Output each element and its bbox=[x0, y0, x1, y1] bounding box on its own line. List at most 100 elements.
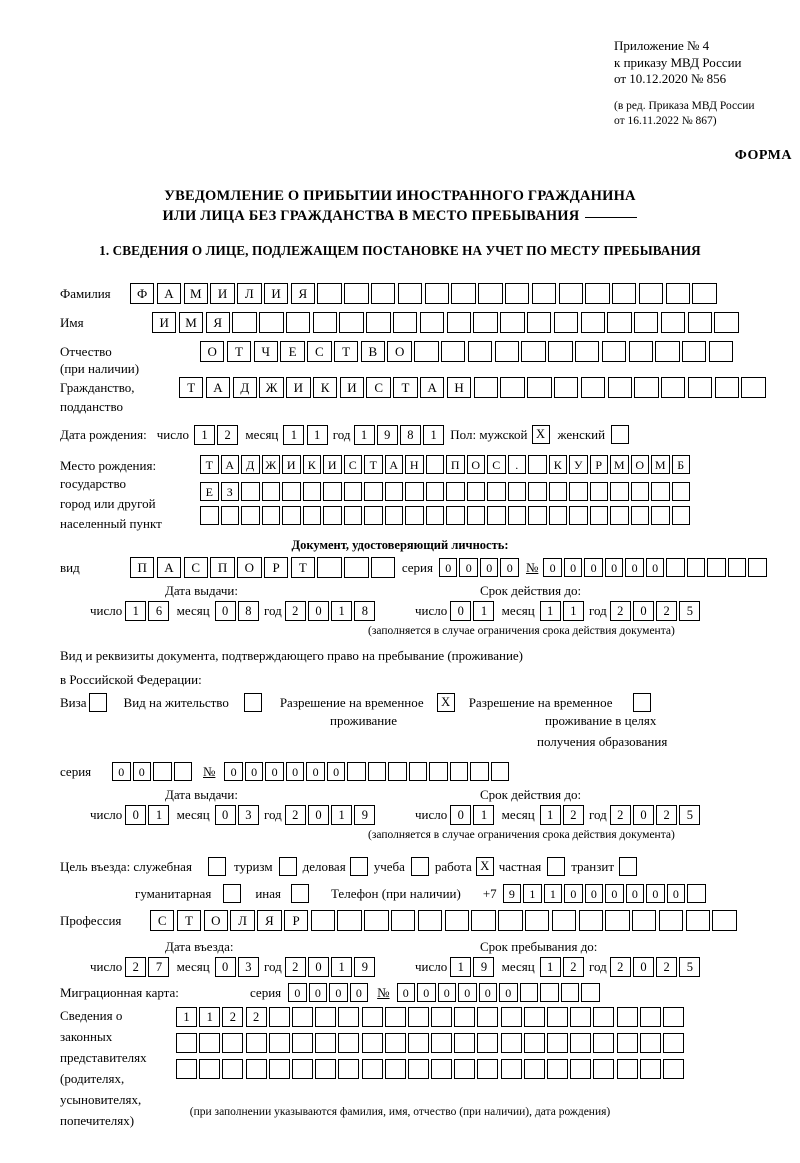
char-cell[interactable] bbox=[153, 762, 172, 781]
char-cell[interactable] bbox=[446, 482, 465, 501]
char-cell[interactable]: А bbox=[156, 283, 182, 304]
char-cell[interactable]: К bbox=[548, 455, 567, 474]
char-cell[interactable] bbox=[338, 1033, 360, 1053]
char-cell[interactable]: 2 bbox=[222, 1007, 244, 1027]
char-cell[interactable] bbox=[528, 482, 547, 501]
char-cell[interactable]: 0 bbox=[288, 983, 307, 1002]
purpose-tourism-checkbox[interactable] bbox=[278, 857, 297, 876]
char-cell[interactable]: 1 bbox=[539, 601, 561, 621]
sex-female-checkbox[interactable] bbox=[611, 425, 630, 445]
char-cell[interactable]: 0 bbox=[543, 558, 562, 577]
char-cell[interactable]: И bbox=[152, 312, 177, 333]
char-cell[interactable] bbox=[344, 283, 369, 304]
char-cell[interactable] bbox=[291, 1059, 313, 1079]
char-cell[interactable]: 5 bbox=[679, 957, 701, 977]
char-cell[interactable] bbox=[245, 1033, 267, 1053]
char-cell[interactable] bbox=[607, 312, 632, 333]
char-cell[interactable]: 0 bbox=[396, 983, 416, 1002]
char-cell[interactable] bbox=[470, 762, 489, 781]
char-cell[interactable]: 0 bbox=[307, 957, 329, 977]
residence-permit-checkbox[interactable] bbox=[243, 693, 262, 712]
char-cell[interactable] bbox=[323, 482, 342, 501]
char-cell[interactable] bbox=[607, 377, 632, 398]
char-cell[interactable] bbox=[687, 312, 713, 333]
char-cell[interactable]: Т bbox=[226, 341, 252, 362]
char-cell[interactable]: 0 bbox=[450, 601, 472, 621]
char-cell[interactable] bbox=[671, 506, 690, 525]
char-cell[interactable]: 2 bbox=[562, 957, 584, 977]
char-cell[interactable]: 1 bbox=[473, 601, 495, 621]
char-cell[interactable]: 0 bbox=[125, 805, 147, 825]
char-cell[interactable] bbox=[547, 1033, 568, 1053]
char-cell[interactable] bbox=[478, 283, 503, 304]
char-cell[interactable]: 1 bbox=[331, 805, 353, 825]
char-cell[interactable]: Н bbox=[405, 455, 424, 474]
char-cell[interactable] bbox=[581, 983, 600, 1002]
char-cell[interactable]: С bbox=[183, 557, 208, 578]
char-cell[interactable] bbox=[384, 506, 403, 525]
char-cell[interactable] bbox=[268, 1059, 290, 1079]
visa-checkbox[interactable] bbox=[88, 693, 107, 712]
char-cell[interactable]: Д bbox=[232, 377, 257, 398]
char-cell[interactable] bbox=[261, 506, 280, 525]
char-cell[interactable]: Т bbox=[333, 341, 359, 362]
char-cell[interactable]: С bbox=[487, 455, 506, 474]
char-cell[interactable] bbox=[282, 506, 301, 525]
char-cell[interactable] bbox=[473, 312, 498, 333]
char-cell[interactable]: 0 bbox=[458, 983, 477, 1002]
char-cell[interactable] bbox=[487, 482, 506, 501]
char-cell[interactable] bbox=[371, 283, 396, 304]
char-cell[interactable]: 7 bbox=[148, 957, 170, 977]
char-cell[interactable]: 0 bbox=[224, 762, 243, 781]
char-cell[interactable] bbox=[407, 1059, 429, 1079]
char-cell[interactable]: Р bbox=[589, 455, 608, 474]
char-cell[interactable]: 0 bbox=[214, 601, 236, 621]
char-cell[interactable] bbox=[494, 341, 519, 362]
char-cell[interactable] bbox=[639, 1059, 661, 1079]
char-cell[interactable]: 8 bbox=[237, 601, 259, 621]
char-cell[interactable]: Л bbox=[237, 283, 262, 304]
char-cell[interactable] bbox=[548, 341, 573, 362]
char-cell[interactable] bbox=[451, 283, 476, 304]
char-cell[interactable] bbox=[441, 341, 466, 362]
purpose-work-checkbox[interactable]: X bbox=[475, 857, 494, 876]
char-cell[interactable]: А bbox=[420, 377, 445, 398]
char-cell[interactable]: 0 bbox=[666, 884, 686, 903]
char-cell[interactable]: 0 bbox=[214, 805, 236, 825]
char-cell[interactable]: . bbox=[507, 455, 526, 474]
char-cell[interactable] bbox=[521, 341, 546, 362]
char-cell[interactable] bbox=[504, 283, 530, 304]
char-cell[interactable]: 1 bbox=[423, 425, 445, 445]
char-cell[interactable] bbox=[388, 762, 407, 781]
char-cell[interactable] bbox=[449, 762, 469, 781]
char-cell[interactable]: 0 bbox=[265, 762, 284, 781]
char-cell[interactable]: 0 bbox=[625, 558, 644, 577]
char-cell[interactable] bbox=[519, 983, 539, 1002]
char-cell[interactable]: 8 bbox=[354, 601, 376, 621]
char-cell[interactable] bbox=[589, 482, 608, 501]
char-cell[interactable]: 1 bbox=[125, 601, 147, 621]
purpose-transit-checkbox[interactable] bbox=[619, 857, 638, 876]
char-cell[interactable]: 0 bbox=[307, 601, 329, 621]
char-cell[interactable] bbox=[616, 1033, 638, 1053]
char-cell[interactable]: 2 bbox=[656, 805, 678, 825]
char-cell[interactable] bbox=[446, 506, 465, 525]
char-cell[interactable]: Е bbox=[280, 341, 305, 362]
char-cell[interactable]: 0 bbox=[306, 762, 325, 781]
char-cell[interactable]: 0 bbox=[605, 884, 624, 903]
char-cell[interactable]: М bbox=[610, 455, 629, 474]
